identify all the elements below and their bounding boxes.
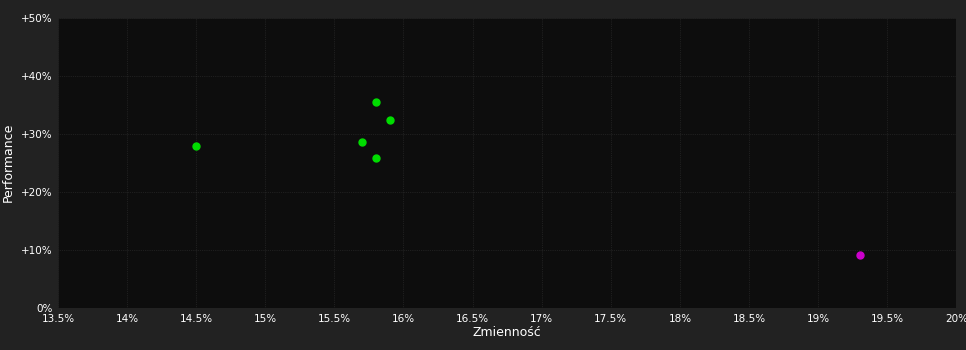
Point: [368, 155, 384, 161]
Point: [188, 144, 204, 149]
Point: [368, 99, 384, 105]
Y-axis label: Performance: Performance: [2, 123, 15, 202]
Point: [355, 140, 370, 145]
Point: [382, 118, 397, 123]
Point: [852, 252, 867, 257]
X-axis label: Zmienność: Zmienność: [472, 326, 542, 340]
